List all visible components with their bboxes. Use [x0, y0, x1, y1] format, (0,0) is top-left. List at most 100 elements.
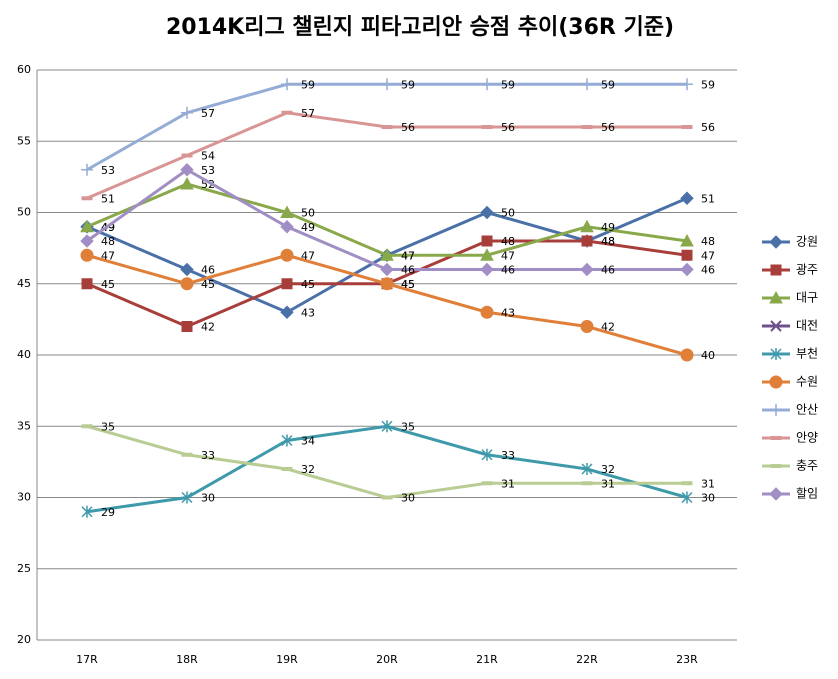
data-label: 47 — [401, 249, 415, 262]
data-label: 53 — [201, 164, 215, 177]
data-label: 48 — [501, 235, 515, 248]
y-tick-label: 35 — [17, 419, 31, 432]
data-label: 47 — [101, 249, 115, 262]
legend-label: 충주 — [796, 459, 818, 473]
data-label: 54 — [201, 150, 215, 163]
marker — [769, 290, 783, 304]
data-label: 29 — [101, 506, 115, 519]
marker — [81, 505, 93, 518]
marker — [180, 277, 194, 291]
marker — [681, 481, 693, 486]
legend-label: 광주 — [796, 263, 818, 277]
data-label: 30 — [701, 492, 715, 505]
legend-label: 대구 — [796, 291, 818, 305]
data-label: 33 — [501, 449, 515, 462]
marker — [480, 248, 494, 261]
marker — [181, 491, 193, 504]
data-label: 47 — [501, 249, 515, 262]
data-label: 32 — [301, 463, 315, 476]
marker — [770, 464, 782, 468]
x-tick-label: 22R — [576, 653, 598, 666]
y-tick-label: 25 — [17, 562, 31, 575]
data-label: 50 — [301, 207, 315, 220]
data-label: 46 — [401, 264, 415, 277]
data-label: 59 — [301, 78, 315, 91]
data-label: 56 — [601, 121, 615, 134]
legend-label: 수원 — [796, 375, 818, 389]
data-label: 43 — [301, 306, 315, 319]
y-tick-label: 20 — [17, 633, 31, 646]
marker — [80, 234, 94, 248]
data-label: 57 — [301, 107, 315, 120]
data-label: 49 — [301, 221, 315, 234]
marker — [181, 106, 193, 119]
marker — [681, 125, 693, 129]
marker — [180, 262, 194, 277]
legend-label: 부천 — [796, 346, 818, 361]
legend-label: 할임 — [796, 487, 818, 501]
marker — [81, 196, 93, 201]
marker — [180, 176, 194, 190]
x-tick-label: 21R — [476, 653, 498, 666]
data-label: 56 — [501, 121, 515, 134]
data-label: 48 — [701, 235, 715, 248]
y-tick-label: 60 — [17, 63, 31, 76]
marker — [681, 78, 693, 91]
series-line — [86, 424, 687, 500]
marker — [381, 420, 393, 433]
marker — [280, 220, 294, 234]
marker — [381, 125, 393, 129]
data-label: 35 — [101, 420, 115, 433]
data-label: 46 — [201, 264, 215, 277]
marker — [770, 404, 782, 416]
marker — [380, 248, 394, 261]
marker — [680, 262, 694, 277]
legend-label: 대전 — [796, 319, 818, 333]
marker — [481, 78, 493, 91]
y-tick-label: 30 — [17, 491, 31, 504]
legend-label: 안양 — [796, 431, 818, 445]
chart-title: 2014K리그 챌린지 피타고리안 승점 추이(36R 기준) — [166, 15, 674, 40]
data-label: 31 — [501, 477, 515, 490]
marker — [769, 375, 783, 389]
marker — [181, 321, 193, 332]
series-line — [86, 182, 688, 257]
marker — [581, 78, 593, 91]
marker — [581, 235, 593, 247]
marker — [770, 436, 782, 440]
data-label: 57 — [201, 107, 215, 120]
marker — [180, 163, 194, 177]
data-label: 42 — [601, 321, 615, 334]
data-label: 33 — [201, 449, 215, 462]
x-tick-label: 18R — [176, 653, 198, 666]
marker — [281, 434, 293, 447]
marker — [281, 110, 293, 115]
data-label: 30 — [401, 492, 415, 505]
marker — [680, 191, 694, 205]
marker — [770, 320, 782, 332]
data-label: 42 — [201, 321, 215, 334]
data-label: 51 — [701, 192, 715, 205]
data-label: 50 — [501, 207, 515, 220]
marker — [481, 235, 493, 247]
marker — [480, 305, 494, 319]
data-label: 32 — [601, 463, 615, 476]
marker — [381, 78, 393, 91]
marker — [381, 495, 393, 500]
x-tick-label: 17R — [76, 653, 98, 666]
marker — [681, 491, 693, 504]
marker — [81, 424, 93, 429]
y-tick-label: 40 — [17, 348, 31, 361]
marker — [769, 487, 783, 501]
marker — [770, 348, 782, 360]
data-label: 45 — [401, 278, 415, 291]
marker — [181, 452, 193, 457]
marker — [380, 277, 394, 291]
marker — [680, 233, 694, 247]
marker — [681, 249, 693, 261]
marker — [481, 125, 493, 129]
marker — [581, 481, 593, 486]
marker — [281, 467, 293, 471]
data-label: 31 — [601, 477, 615, 490]
